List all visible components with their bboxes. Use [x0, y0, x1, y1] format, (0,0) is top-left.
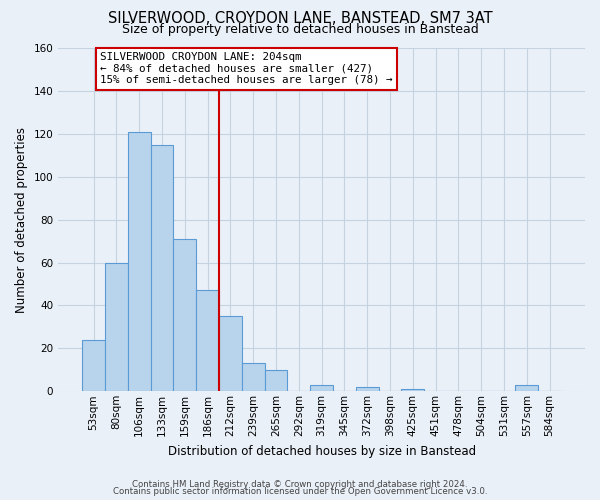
- Bar: [151, 144, 173, 392]
- Bar: [356, 387, 379, 392]
- Bar: [105, 262, 128, 392]
- Bar: [242, 364, 265, 392]
- X-axis label: Distribution of detached houses by size in Banstead: Distribution of detached houses by size …: [167, 444, 476, 458]
- Text: SILVERWOOD, CROYDON LANE, BANSTEAD, SM7 3AT: SILVERWOOD, CROYDON LANE, BANSTEAD, SM7 …: [107, 11, 493, 26]
- Bar: [515, 385, 538, 392]
- Bar: [310, 385, 333, 392]
- Text: SILVERWOOD CROYDON LANE: 204sqm
← 84% of detached houses are smaller (427)
15% o: SILVERWOOD CROYDON LANE: 204sqm ← 84% of…: [100, 52, 393, 86]
- Text: Contains HM Land Registry data © Crown copyright and database right 2024.: Contains HM Land Registry data © Crown c…: [132, 480, 468, 489]
- Bar: [265, 370, 287, 392]
- Text: Size of property relative to detached houses in Banstead: Size of property relative to detached ho…: [122, 22, 478, 36]
- Bar: [173, 239, 196, 392]
- Bar: [82, 340, 105, 392]
- Bar: [196, 290, 219, 392]
- Y-axis label: Number of detached properties: Number of detached properties: [15, 126, 28, 312]
- Bar: [128, 132, 151, 392]
- Bar: [401, 389, 424, 392]
- Text: Contains public sector information licensed under the Open Government Licence v3: Contains public sector information licen…: [113, 488, 487, 496]
- Bar: [219, 316, 242, 392]
